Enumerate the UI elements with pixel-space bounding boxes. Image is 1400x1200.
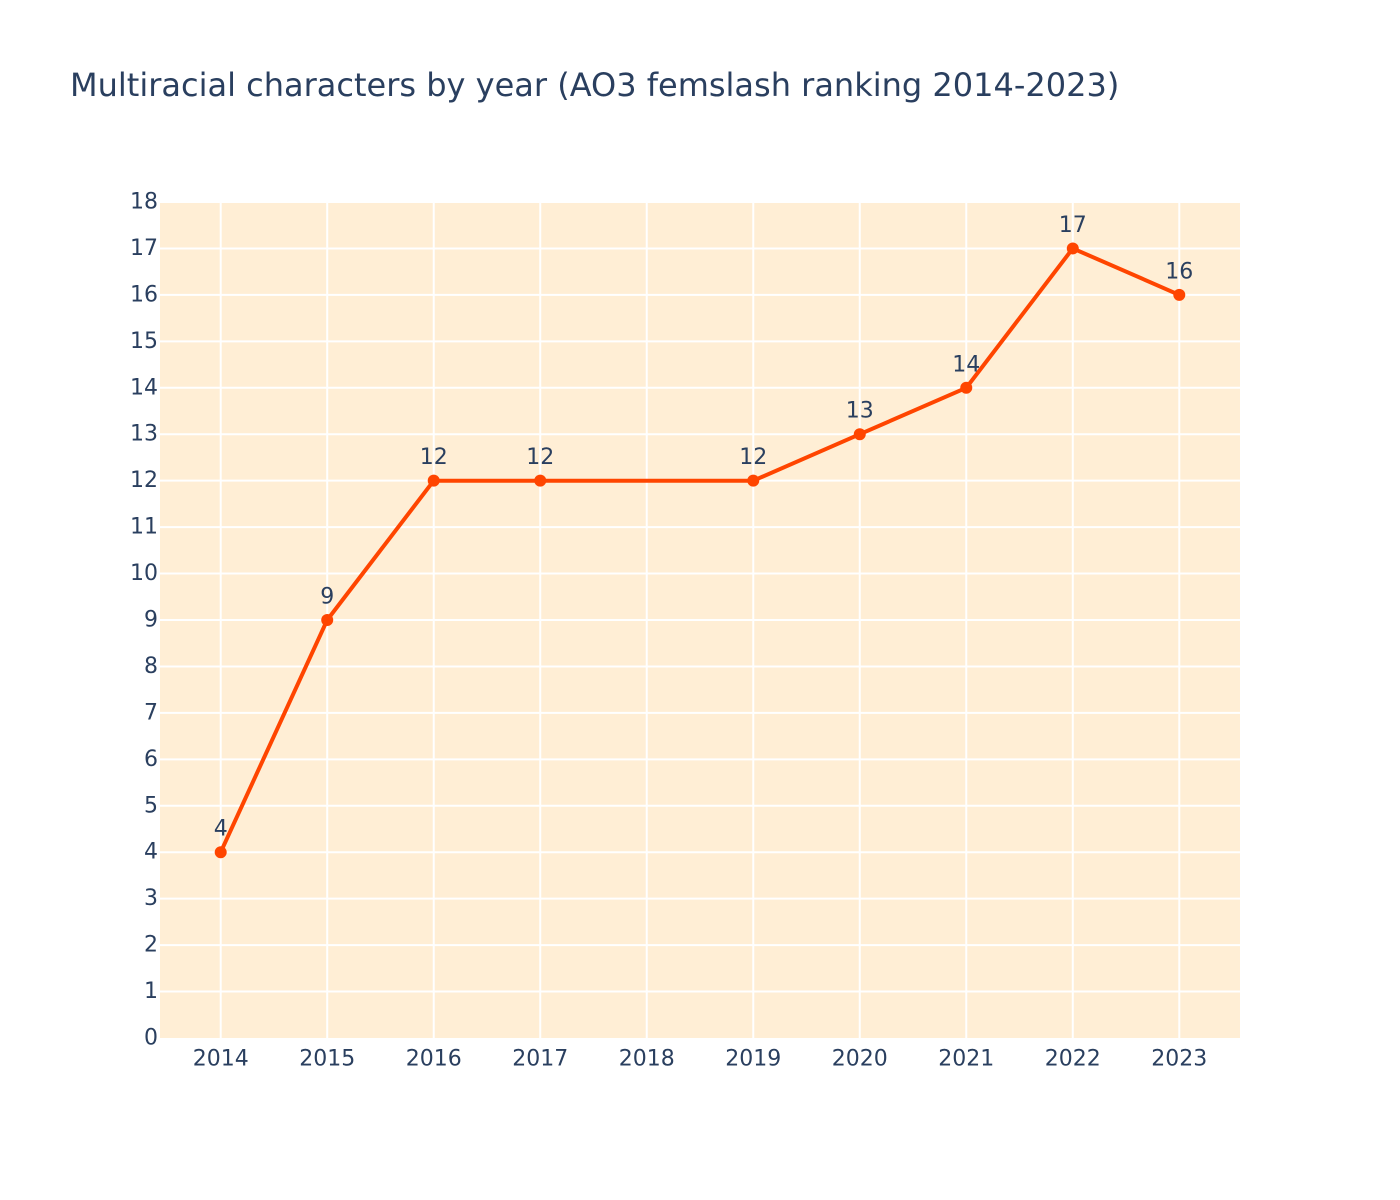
x-tick-label: 2015	[299, 1047, 355, 1072]
y-tick-label: 13	[130, 422, 158, 447]
data-label: 12	[526, 445, 554, 470]
y-tick-label: 0	[144, 1026, 158, 1051]
data-point[interactable]	[747, 474, 760, 487]
series-multiracial-characters	[214, 242, 1186, 859]
data-point[interactable]	[1066, 242, 1079, 255]
y-tick-label: 14	[130, 375, 158, 400]
data-point[interactable]	[427, 474, 440, 487]
y-tick-label: 15	[130, 329, 158, 354]
y-tick-label: 17	[130, 236, 158, 261]
y-tick-label: 1	[144, 979, 158, 1004]
x-tick-label: 2014	[193, 1047, 249, 1072]
x-tick-label: 2019	[725, 1047, 781, 1072]
data-point[interactable]	[960, 381, 973, 394]
y-tick-label: 12	[130, 468, 158, 493]
y-tick-label: 4	[144, 840, 158, 865]
x-tick-label: 2023	[1151, 1047, 1207, 1072]
x-tick-label: 2016	[406, 1047, 462, 1072]
x-tick-label: 2017	[512, 1047, 568, 1072]
y-tick-label: 3	[144, 886, 158, 911]
chart-title: Multiracial characters by year (AO3 fems…	[70, 66, 1120, 104]
data-label: 12	[420, 445, 448, 470]
data-label: 12	[739, 445, 767, 470]
y-tick-label: 5	[144, 793, 158, 818]
y-tick-label: 10	[130, 561, 158, 586]
data-point[interactable]	[1173, 288, 1186, 301]
data-point[interactable]	[534, 474, 547, 487]
x-tick-label: 2021	[938, 1047, 994, 1072]
data-label: 4	[214, 817, 228, 842]
x-tick-label: 2022	[1045, 1047, 1101, 1072]
data-point[interactable]	[853, 428, 866, 441]
y-tick-label: 16	[130, 282, 158, 307]
y-tick-label: 8	[144, 654, 158, 679]
y-tick-label: 2	[144, 933, 158, 958]
y-tick-label: 18	[130, 190, 158, 215]
y-tick-label: 7	[144, 700, 158, 725]
data-label: 9	[320, 585, 334, 610]
y-tick-label: 9	[144, 608, 158, 633]
data-label: 13	[846, 399, 874, 424]
data-label: 14	[952, 352, 980, 377]
data-label: 17	[1059, 213, 1087, 238]
x-tick-label: 2020	[832, 1047, 888, 1072]
data-label: 16	[1165, 259, 1193, 284]
y-tick-label: 11	[130, 515, 158, 540]
y-tick-label: 6	[144, 747, 158, 772]
data-labels: 4 9 12 12 12 13 14 17 16	[214, 213, 1194, 842]
data-point[interactable]	[321, 614, 334, 626]
data-point[interactable]	[214, 846, 227, 859]
x-tick-label: 2018	[619, 1047, 675, 1072]
